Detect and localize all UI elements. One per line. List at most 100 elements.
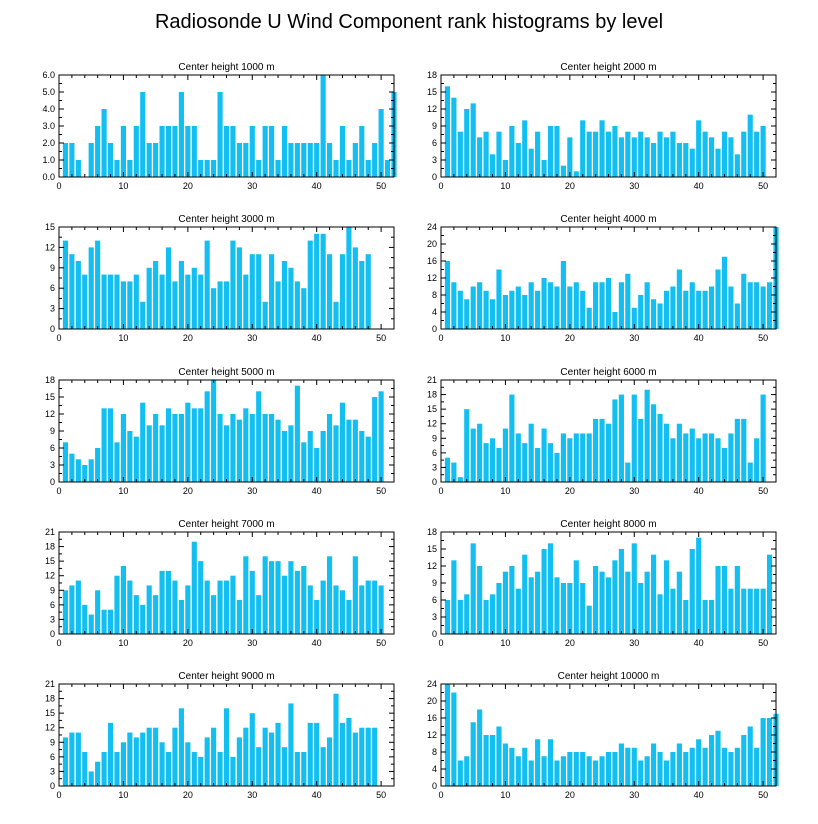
bar [715,148,721,177]
bar [651,404,657,482]
x-tick-label: 50 [758,181,768,191]
y-tick-label: 21 [45,679,55,689]
bar [256,391,262,482]
bar [670,588,676,634]
x-tick-label: 0 [56,181,61,191]
bar [88,614,94,634]
bar [702,747,708,786]
bar [256,595,262,634]
bar [69,453,75,482]
bar [522,747,528,786]
bar [721,566,728,634]
bar [191,267,197,329]
y-tick-label: 12 [427,561,437,571]
bar [333,425,339,482]
x-tick-label: 30 [629,638,639,648]
y-tick-label: 6 [50,600,55,610]
panel-title: Center height 4000 m [560,214,656,225]
bar [352,247,358,329]
y-tick-label: 15 [45,556,55,566]
bar [709,735,715,786]
bar [339,590,346,634]
bar [101,609,107,634]
bar [599,120,605,177]
bar [618,743,624,786]
bar [663,290,670,329]
bar [683,752,689,786]
bar [301,442,307,482]
bar [496,583,502,634]
bar [721,131,728,177]
bar [528,760,534,786]
bar [359,585,365,634]
x-tick-label: 50 [376,790,386,800]
bar [327,254,333,329]
bar [243,727,249,786]
bar [728,137,734,177]
bar [204,160,210,177]
bar [243,556,249,634]
bar [281,126,288,177]
bar [307,143,313,177]
x-tick-label: 30 [247,486,257,496]
bar [359,431,365,482]
x-tick-label: 0 [438,333,443,343]
bar [146,585,152,634]
bar [185,274,191,329]
bar [451,560,457,634]
bar [676,423,682,482]
bar [140,92,146,177]
x-tick-label: 20 [183,790,193,800]
bar [593,760,599,786]
x-tick-label: 40 [312,181,322,191]
y-tick-label: 3 [50,304,55,314]
bar [766,282,773,329]
bar [185,585,191,634]
bar [211,288,217,329]
bar [236,247,242,329]
y-tick-label: 0 [432,477,437,487]
bar [593,131,599,177]
bar [346,419,352,482]
bar [165,570,172,634]
bar [515,143,521,177]
bar [95,761,101,786]
bar [457,760,463,786]
bar [191,541,197,634]
x-tick-label: 10 [118,790,128,800]
bar [69,254,75,329]
bar [172,727,178,786]
bar [372,727,378,786]
y-tick-label: 15 [427,544,437,554]
y-tick-label: 6 [432,448,437,458]
bar [217,580,223,634]
bar [372,580,378,634]
bar [365,580,371,634]
bar [663,423,670,482]
bar [120,126,126,177]
bar [573,752,579,786]
bar [101,274,107,329]
bar [359,126,365,177]
bar [333,693,339,786]
bar [120,281,126,329]
panel-title: Center height 9000 m [178,671,274,682]
y-tick-label: 0 [432,629,437,639]
bar [760,718,766,786]
bar [82,465,88,482]
bar [580,583,586,634]
bar [728,286,734,329]
bar [62,240,69,329]
y-tick-label: 6 [50,752,55,762]
bar [269,414,275,482]
bar [275,722,281,786]
bar [631,394,637,482]
bar [95,590,101,634]
bar [464,409,470,482]
bar [586,131,592,177]
chart-panel-8: Center height 8000 m 0 10 20 30 40 50 0 3 6 9 12 15 1… [427,519,777,648]
bar [741,273,747,329]
bar [165,752,172,786]
bar [223,425,230,482]
x-tick-label: 20 [183,181,193,191]
